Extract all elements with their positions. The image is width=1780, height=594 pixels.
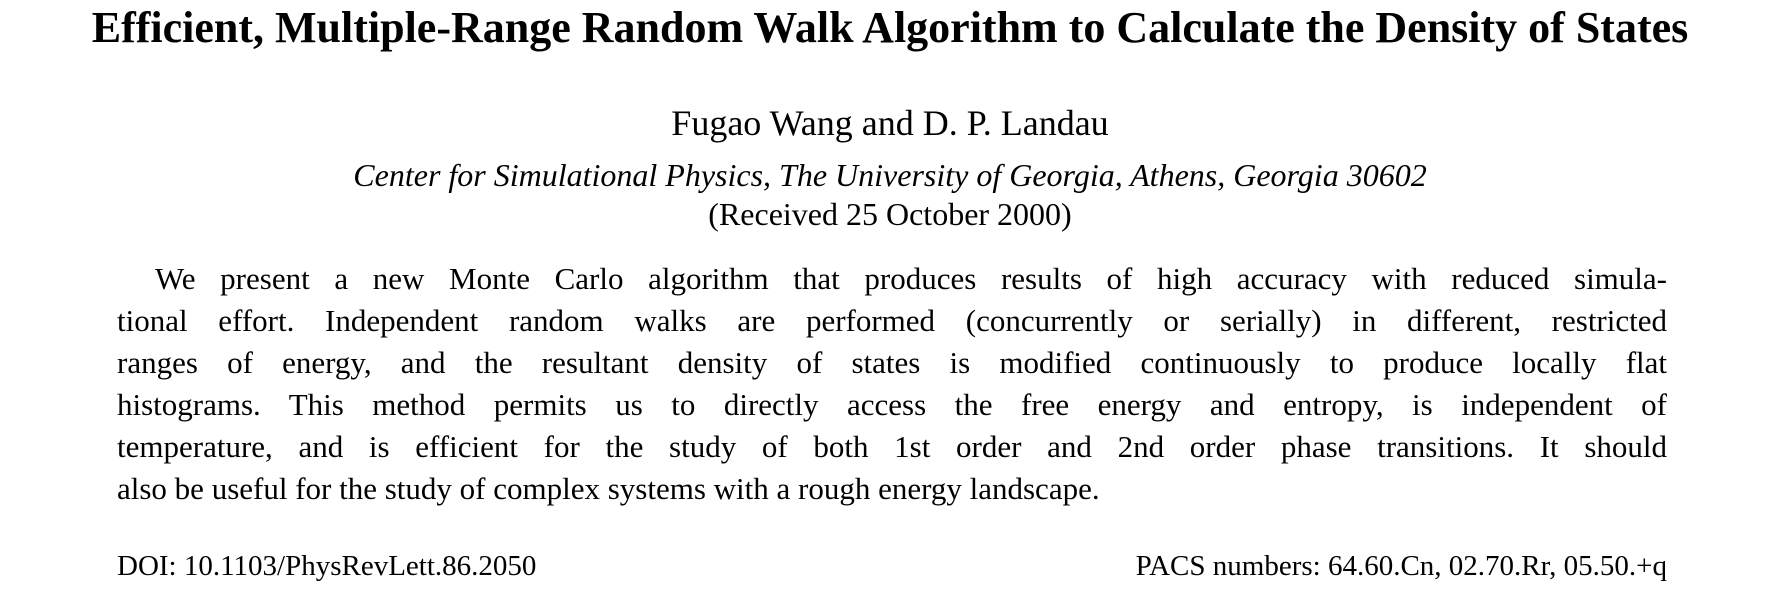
abstract: We present a new Monte Carlo algorithm t… <box>117 258 1667 510</box>
doi-identifier: DOI: 10.1103/PhysRevLett.86.2050 <box>117 550 537 582</box>
affiliation: Center for Simulational Physics, The Uni… <box>353 157 1427 193</box>
abstract-line: ranges of energy, and the resultant dens… <box>117 345 1667 380</box>
pacs-numbers: PACS numbers: 64.60.Cn, 02.70.Rr, 05.50.… <box>1135 550 1667 582</box>
abstract-line: temperature, and is efficient for the st… <box>117 429 1667 464</box>
abstract-line: also be useful for the study of complex … <box>117 471 1100 506</box>
author-list: Fugao Wang and D. P. Landau <box>671 103 1109 143</box>
received-date: (Received 25 October 2000) <box>708 196 1072 232</box>
paper-title: Efficient, Multiple-Range Random Walk Al… <box>91 3 1689 52</box>
abstract-line: We present a new Monte Carlo algorithm t… <box>155 261 1667 296</box>
abstract-line: histograms. This method permits us to di… <box>117 387 1667 422</box>
abstract-line: tional effort. Independent random walks … <box>117 303 1667 338</box>
